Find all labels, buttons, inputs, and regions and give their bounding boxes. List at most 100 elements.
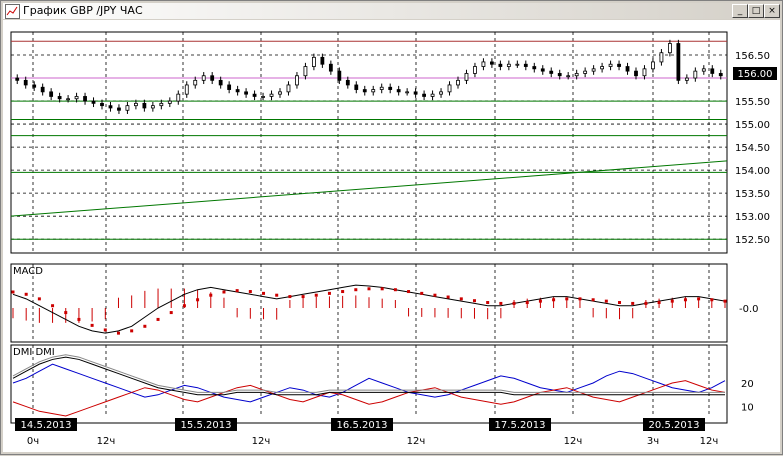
macd-signal-dot xyxy=(222,290,226,294)
close-button[interactable]: × xyxy=(764,4,780,18)
candle-body xyxy=(668,43,672,54)
macd-signal-dot xyxy=(90,323,94,327)
candle-body xyxy=(651,61,655,70)
candle-body xyxy=(540,68,545,72)
macd-signal-dot xyxy=(472,299,476,303)
date-label: 16.5.2013 xyxy=(337,420,388,431)
y-tick-labels: 156.50 155.50 155.00 154.50 154.00 153.50 153.… xyxy=(735,51,770,246)
macd-signal-dot xyxy=(130,329,134,333)
maximize-button[interactable]: □ xyxy=(748,4,764,18)
price-tick-label: 155.50 xyxy=(735,97,770,108)
macd-signal-dot xyxy=(433,293,437,297)
hour-label: 12ч xyxy=(700,436,719,447)
candle-body xyxy=(684,77,689,81)
macd-signal-dot xyxy=(525,301,529,305)
macd-signal-dot xyxy=(486,301,490,305)
candle-body xyxy=(201,75,206,81)
grid xyxy=(11,32,727,416)
macd-signal-dot xyxy=(262,291,266,295)
macd-signal-dot xyxy=(380,287,384,291)
macd-signal-dot xyxy=(288,295,292,299)
macd-signal-dot xyxy=(327,291,331,295)
macd-line xyxy=(12,284,726,334)
candle-body xyxy=(388,86,393,90)
candle-body xyxy=(634,70,638,77)
candle-body xyxy=(490,61,494,65)
current-price-tag xyxy=(733,67,777,80)
candle-body xyxy=(74,96,79,100)
macd-signal-dot xyxy=(591,298,595,302)
candle-body xyxy=(49,91,54,97)
macd-signal-dot xyxy=(77,317,81,321)
candle-body xyxy=(235,89,240,93)
candle-body xyxy=(244,91,248,95)
macd-signal-dot xyxy=(182,304,186,308)
candle-body xyxy=(218,79,223,86)
macd-signal-dot xyxy=(235,289,239,293)
candle-body xyxy=(312,56,316,67)
candle-body xyxy=(159,102,164,107)
hour-label: 12ч xyxy=(564,436,583,447)
macd-signal-dot xyxy=(723,299,727,303)
macd-signal-dot xyxy=(670,299,674,303)
candle-body xyxy=(600,66,604,70)
candle-body xyxy=(676,43,681,81)
candle-body xyxy=(413,91,418,95)
candle-body xyxy=(481,61,486,67)
candle-body xyxy=(718,73,723,77)
macd-signal-dot xyxy=(116,331,120,335)
candle-body xyxy=(184,84,189,95)
macd-signal-dot xyxy=(196,298,200,302)
minimize-button[interactable]: _ xyxy=(732,4,748,18)
candle-body xyxy=(269,93,274,97)
price-tick-label: 156.50 xyxy=(735,51,770,62)
price-tick-label: 153.00 xyxy=(735,212,770,223)
macd-signal-dot xyxy=(512,301,516,305)
candle-body xyxy=(405,91,410,94)
macd-signal-dot xyxy=(64,311,68,315)
macd-signal-dot xyxy=(710,298,714,302)
candle-body xyxy=(150,105,155,109)
date-label: 15.5.2013 xyxy=(181,420,232,431)
candle-body xyxy=(57,96,62,100)
candle-body xyxy=(574,73,579,77)
macd-signal-dot xyxy=(657,301,661,305)
candle-body xyxy=(345,79,350,86)
hour-label: 3ч xyxy=(647,436,659,447)
macd-signal-dot xyxy=(37,297,41,301)
macd-signal-dot xyxy=(459,297,463,301)
candle-body xyxy=(337,70,342,81)
candle-body xyxy=(134,102,138,107)
candle-body xyxy=(456,79,460,86)
dmi-title: DMI DMI xyxy=(13,347,55,358)
candle-body xyxy=(642,68,647,77)
candle-body xyxy=(320,56,325,65)
date-label: 14.5.2013 xyxy=(21,420,72,431)
macd-signal-dot xyxy=(446,295,450,299)
title-bar[interactable]: График GBP /JPY ЧАС _ □ × xyxy=(3,3,780,19)
date-label-bg xyxy=(489,418,551,431)
candle-body xyxy=(422,93,426,97)
macd-signal-dot xyxy=(51,304,55,308)
date-label-bg xyxy=(15,418,77,431)
candle-body xyxy=(396,89,401,93)
hour-label: 12ч xyxy=(97,436,116,447)
macd-signal-dot xyxy=(275,293,279,297)
candle-body xyxy=(506,63,511,67)
macd-signal-dot xyxy=(538,299,542,303)
macd-signal-dot xyxy=(407,290,411,294)
current-price-label: 156.00 xyxy=(738,69,773,80)
dmi-panel-frame xyxy=(10,344,728,424)
dmi-tick-label: 20 xyxy=(741,379,754,390)
candle-body xyxy=(617,63,621,67)
chart-area[interactable]: -0.0 20 10 156.50 155.50 155.00 154.50 154.00… xyxy=(3,20,780,452)
candle-body xyxy=(447,84,452,93)
candle-body xyxy=(379,86,384,90)
candle-body xyxy=(286,84,291,93)
macd-signal-dot xyxy=(143,324,147,328)
date-label: 17.5.2013 xyxy=(495,420,546,431)
macd-signal-dot xyxy=(683,298,687,302)
macd-signal-dot xyxy=(24,292,28,296)
